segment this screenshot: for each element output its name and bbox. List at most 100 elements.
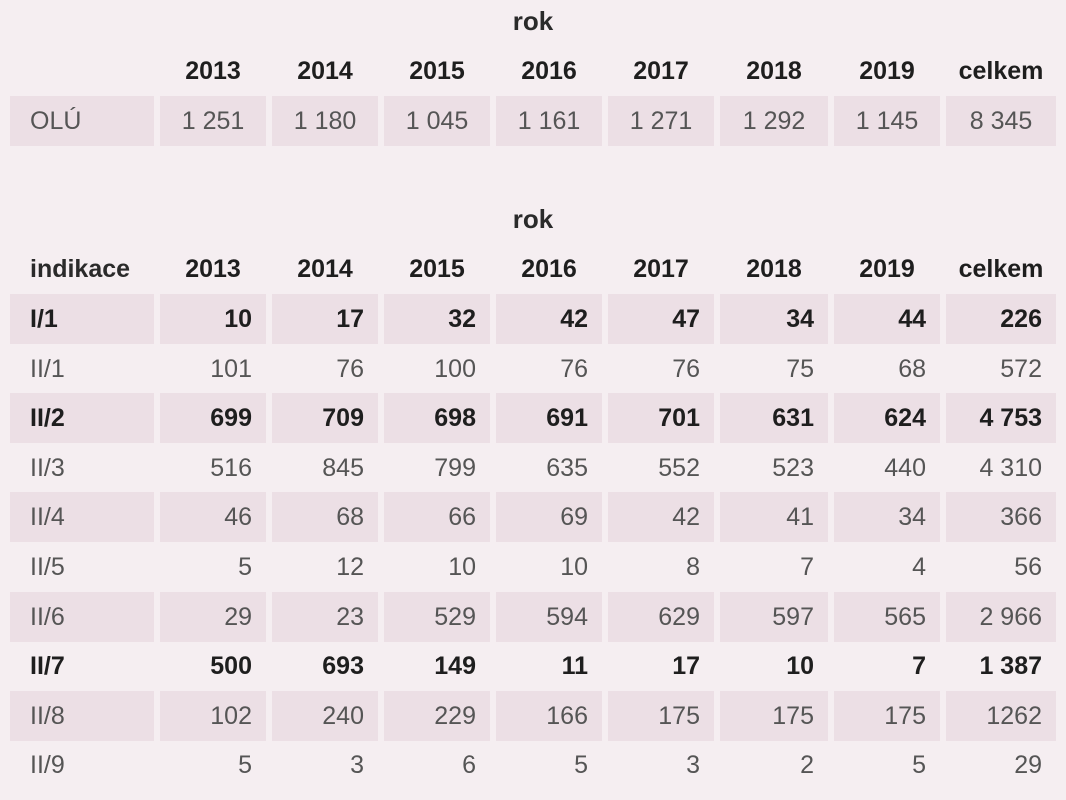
cell-2014: 12 [336, 553, 364, 581]
cell-celkem: 1 387 [979, 652, 1042, 680]
cell-2018: 41 [720, 492, 828, 542]
cell-2017: 8 [686, 553, 700, 581]
cell-2013: 500 [210, 652, 252, 680]
table2-header-2017: 2017 [633, 255, 689, 283]
cell-2018: 75 [786, 355, 814, 383]
cell-2014: 845 [322, 454, 364, 482]
cell-2017: 3 [686, 751, 700, 779]
cell-2018: 1 292 [720, 96, 828, 146]
cell-2016: 10 [560, 553, 588, 581]
cell-2013: 101 [210, 355, 252, 383]
cell-2014: 17 [272, 294, 378, 344]
cell-2016: 76 [560, 355, 588, 383]
cell-2015: 229 [384, 691, 490, 741]
cell-2015: 6 [462, 751, 476, 779]
cell-2014: 240 [272, 691, 378, 741]
cell-2014: 3 [350, 751, 364, 779]
table1-header-celkem: celkem [958, 57, 1044, 85]
cell-celkem: 4 753 [946, 393, 1056, 443]
cell-2019: 5 [912, 751, 926, 779]
cell-2018: 631 [720, 393, 828, 443]
cell-celkem: 29 [1014, 751, 1042, 779]
cell-2016: 69 [496, 492, 602, 542]
table1-header-2015: 2015 [409, 57, 465, 85]
cell-2017: 175 [608, 691, 714, 741]
cell-2013: 29 [160, 592, 266, 642]
cell-2014: 693 [322, 652, 364, 680]
cell-2015: 100 [434, 355, 476, 383]
cell-2014: 709 [272, 393, 378, 443]
table-row: I/1 10 17 32 42 47 34 44 226 [0, 294, 1066, 344]
cell-2015: 66 [384, 492, 490, 542]
cell-2016: 1 161 [496, 96, 602, 146]
cell-2018: 523 [772, 454, 814, 482]
cell-2015: 529 [384, 592, 490, 642]
cell-2017: 76 [672, 355, 700, 383]
row-label: II/8 [10, 691, 154, 741]
cell-2016: 42 [496, 294, 602, 344]
cell-2017: 42 [608, 492, 714, 542]
cell-2017: 17 [672, 652, 700, 680]
cell-2014: 1 180 [272, 96, 378, 146]
table2-header-indikace: indikace [30, 255, 131, 283]
table2-header-row: indikace 2013 2014 2015 2016 2017 2018 2019 celk… [0, 244, 1066, 294]
cell-2013: 10 [160, 294, 266, 344]
cell-celkem: 4 310 [979, 454, 1042, 482]
table2-header-2018: 2018 [746, 255, 802, 283]
cell-celkem: 1262 [946, 691, 1056, 741]
table2-header-2014: 2014 [297, 255, 353, 283]
cell-celkem: 572 [1000, 355, 1042, 383]
cell-celkem: 366 [946, 492, 1056, 542]
row-label: II/6 [10, 592, 154, 642]
table-row: OLÚ 1 251 1 180 1 045 1 161 1 271 1 292 … [0, 96, 1066, 146]
cell-2014: 23 [272, 592, 378, 642]
cell-2016: 691 [496, 393, 602, 443]
cell-2016: 11 [561, 652, 588, 680]
cell-2016: 166 [496, 691, 602, 741]
table1-rok-heading: rok [512, 6, 554, 36]
cell-2015: 1 045 [384, 96, 490, 146]
cell-2014: 76 [336, 355, 364, 383]
cell-2015: 32 [384, 294, 490, 344]
table1-header-2018: 2018 [746, 57, 802, 85]
cell-2017: 629 [608, 592, 714, 642]
table-row: II/7 500 693 149 11 17 10 7 1 387 [0, 641, 1066, 691]
cell-2013: 516 [210, 454, 252, 482]
cell-celkem: 56 [1014, 553, 1042, 581]
table2-header-2016: 2016 [521, 255, 577, 283]
cell-2018: 2 [800, 751, 814, 779]
table1-header-2019: 2019 [859, 57, 915, 85]
table1-header-2016: 2016 [521, 57, 577, 85]
table-row: II/5 5 12 10 10 8 7 4 56 [0, 542, 1066, 592]
cell-2016: 5 [574, 751, 588, 779]
cell-2014: 68 [272, 492, 378, 542]
cell-2015: 149 [434, 652, 476, 680]
row-label: II/4 [10, 492, 154, 542]
table-row: II/6 29 23 529 594 629 597 565 2 966 [0, 592, 1066, 642]
cell-2013: 1 251 [160, 96, 266, 146]
cell-2019: 624 [834, 393, 940, 443]
cell-2018: 7 [800, 553, 814, 581]
row-label: II/1 [30, 355, 65, 383]
cell-2016: 635 [546, 454, 588, 482]
cell-2013: 5 [238, 553, 252, 581]
table1-header-label [10, 46, 154, 96]
cell-2013: 46 [160, 492, 266, 542]
cell-celkem: 226 [946, 294, 1056, 344]
table2-header-2015: 2015 [409, 255, 465, 283]
cell-2013: 102 [160, 691, 266, 741]
cell-2017: 701 [608, 393, 714, 443]
cell-2019: 4 [912, 553, 926, 581]
cell-2015: 799 [434, 454, 476, 482]
table-row: II/4 46 68 66 69 42 41 34 366 [0, 492, 1066, 542]
row-label: II/5 [30, 553, 65, 581]
cell-2019: 175 [834, 691, 940, 741]
cell-2015: 698 [384, 393, 490, 443]
cell-2018: 10 [786, 652, 814, 680]
table2-header-2019: 2019 [859, 255, 915, 283]
row-label: II/2 [10, 393, 154, 443]
table1-header-2014: 2014 [297, 57, 353, 85]
cell-2018: 34 [720, 294, 828, 344]
cell-celkem: 8 345 [946, 96, 1056, 146]
cell-2013: 699 [160, 393, 266, 443]
